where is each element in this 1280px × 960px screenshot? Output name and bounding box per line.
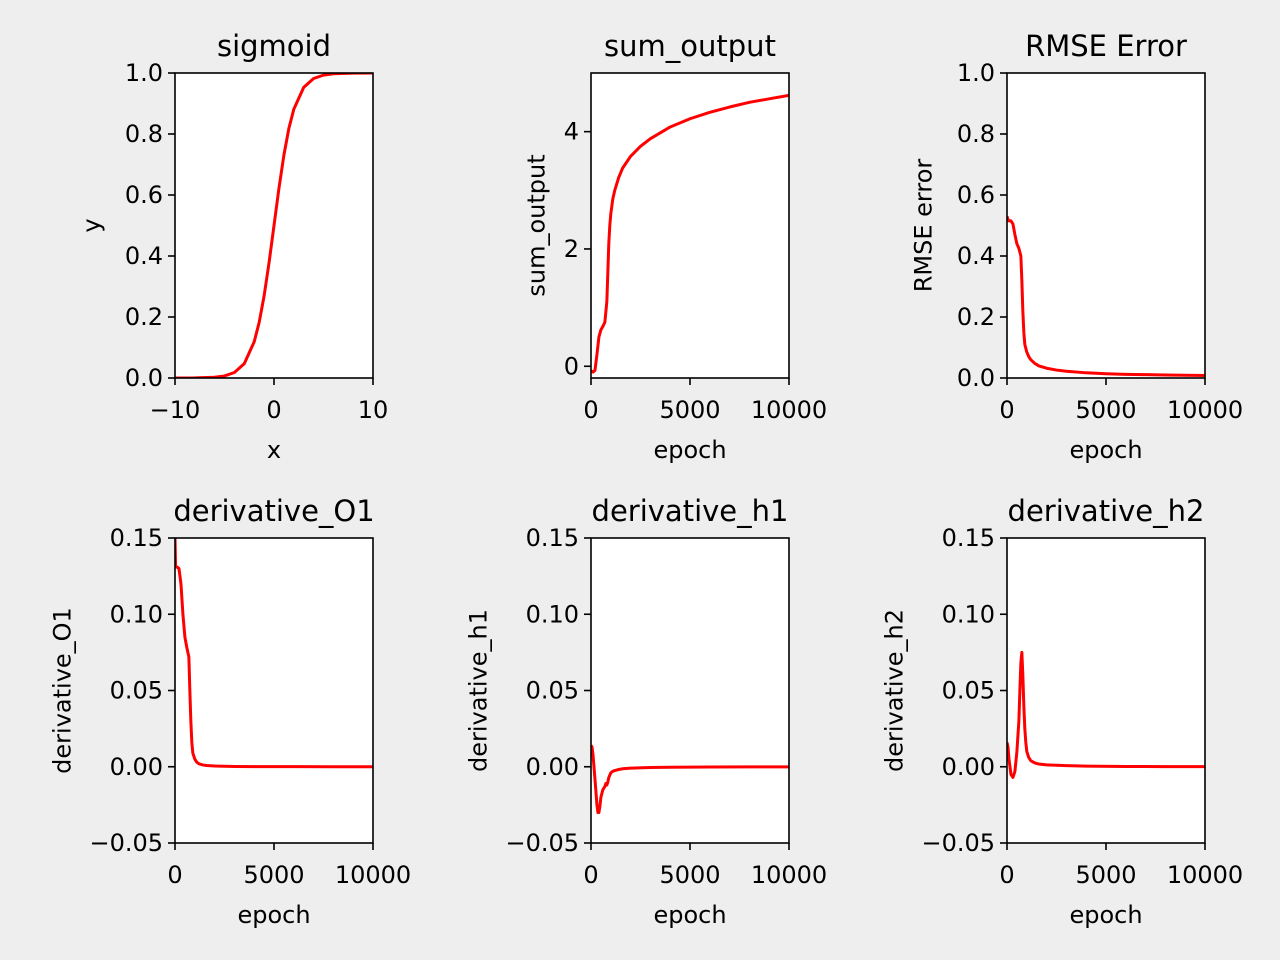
y-tick-label: 0.00 [110,753,163,781]
y-tick-label: 0.2 [957,303,995,331]
plot-area [1007,538,1205,843]
x-tick-label: 0 [167,861,182,889]
chart-title: sum_output [604,29,776,63]
y-tick-label: 0.05 [526,677,579,705]
series-line-derivative-h1 [591,744,789,814]
x-tick-label: 0 [583,861,598,889]
series-line-derivative-h2 [1007,650,1205,779]
plot-area [591,73,789,378]
x-axis-label: epoch [1069,436,1142,464]
chart-title: derivative_h2 [1008,494,1205,528]
y-tick-label: −0.05 [921,829,995,857]
y-axis-label: sum_output [523,154,551,296]
y-tick-label: −0.05 [505,829,579,857]
subplot-grid: −10 0 10 0.0 0.2 0.4 0.6 0.8 1.0 sigmoid x y 0 5000 10… [49,29,1244,929]
chart-title: RMSE Error [1025,29,1187,63]
subplot-derivative-h2: 0 5000 10000 −0.05 0.00 0.05 0.10 0.15 derivativ… [881,494,1244,929]
y-axis-label: RMSE error [910,159,938,293]
x-tick-label: 0 [999,396,1014,424]
x-tick-label: 5000 [659,861,720,889]
y-axis-label: derivative_h1 [465,609,493,772]
y-tick-label: 0.4 [957,242,995,270]
series-line-sum-output [591,93,789,374]
series-line-sigmoid [175,73,373,378]
y-tick-label: 0.00 [526,753,579,781]
x-tick-label: 10000 [751,396,827,424]
y-tick-label: 2 [564,235,579,263]
x-tick-label: 0 [583,396,598,424]
x-tick-label: 0 [266,396,281,424]
y-tick-label: 0.05 [942,677,995,705]
chart-title: derivative_h1 [592,494,789,528]
y-tick-label: 1.0 [957,59,995,87]
y-tick-label: 0.0 [957,364,995,392]
subplot-sigmoid: −10 0 10 0.0 0.2 0.4 0.6 0.8 1.0 sigmoid x y [78,29,389,464]
x-tick-label: 5000 [659,396,720,424]
series-line-rmse-error [1007,215,1205,378]
y-tick-label: 0.6 [957,181,995,209]
y-tick-label: −0.05 [89,829,163,857]
y-tick-label: 4 [564,118,579,146]
subplot-rmse-error: 0 5000 10000 0.0 0.2 0.4 0.6 0.8 1.0 RMSE Error ep… [910,29,1244,464]
subplot-derivative-o1: 0 5000 10000 −0.05 0.00 0.05 0.10 0.15 derivativ… [49,494,412,929]
x-tick-label: 10000 [1167,861,1243,889]
x-tick-label: 10000 [335,861,411,889]
y-tick-label: 0.10 [110,600,163,628]
subplot-derivative-h1: 0 5000 10000 −0.05 0.00 0.05 0.10 0.15 derivativ… [465,494,828,929]
x-tick-label: 10 [358,396,389,424]
plot-area [175,538,373,843]
y-tick-label: 0.15 [942,524,995,552]
x-tick-label: 5000 [1075,861,1136,889]
y-tick-label: 0.10 [526,600,579,628]
x-tick-label: 10000 [1167,396,1243,424]
y-tick-label: 0 [564,352,579,380]
x-axis-label: epoch [237,901,310,929]
plot-area [1007,73,1205,378]
y-tick-label: 0.10 [942,600,995,628]
y-tick-label: 1.0 [125,59,163,87]
y-axis-label: derivative_O1 [49,607,77,774]
x-axis-label: x [267,436,281,464]
y-tick-label: 0.6 [125,181,163,209]
y-axis-label: derivative_h2 [881,609,909,772]
plot-area [591,538,789,843]
chart-title: derivative_O1 [173,494,374,528]
y-axis-label: y [78,218,106,232]
x-tick-label: 5000 [1075,396,1136,424]
x-axis-label: epoch [653,436,726,464]
chart-title: sigmoid [217,29,331,63]
x-tick-label: 0 [999,861,1014,889]
y-tick-label: 0.4 [125,242,163,270]
x-axis-label: epoch [653,901,726,929]
x-axis-label: epoch [1069,901,1142,929]
y-tick-label: 0.15 [526,524,579,552]
series-line-derivative-o1 [175,538,373,769]
y-tick-label: 0.15 [110,524,163,552]
y-tick-label: 0.05 [110,677,163,705]
y-tick-label: 0.0 [125,364,163,392]
y-tick-label: 0.00 [942,753,995,781]
y-tick-label: 0.2 [125,303,163,331]
y-tick-label: 0.8 [957,120,995,148]
x-tick-label: 10000 [751,861,827,889]
x-tick-label: 5000 [243,861,304,889]
y-tick-label: 0.8 [125,120,163,148]
x-tick-label: −10 [150,396,201,424]
